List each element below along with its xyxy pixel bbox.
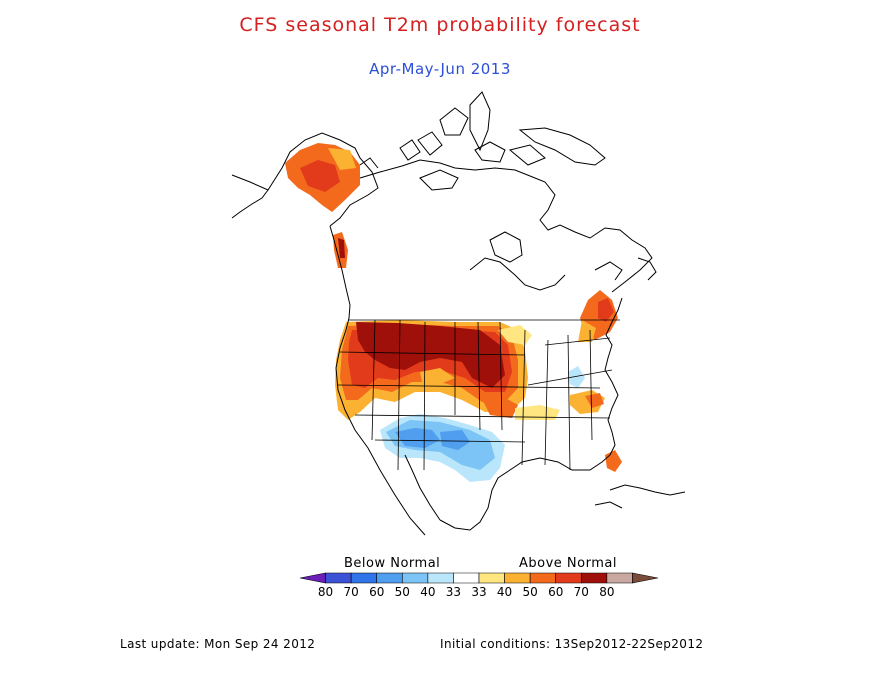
colorbar-swatch (453, 572, 480, 584)
west-coast-anomaly (333, 232, 348, 268)
colorbar-swatch (555, 572, 582, 584)
colorbar-tick-label: 80 (317, 585, 334, 599)
colorbar-swatch (606, 572, 633, 584)
colorbar-tick-label: 80 (599, 585, 615, 599)
colorbar-swatch (580, 572, 608, 584)
above-normal-label: Above Normal (519, 556, 617, 571)
colorbar-swatch (376, 572, 403, 584)
colorbar-swatch (504, 572, 531, 584)
chart-subtitle: Apr-May-Jun 2013 (369, 60, 511, 78)
coastlines (231, 91, 686, 536)
colorbar-tick-label: 70 (573, 585, 589, 599)
colorbar-swatch (427, 572, 454, 584)
below-normal-label: Below Normal (344, 556, 441, 571)
probability-colorbar (299, 572, 659, 584)
colorbar-tick-label: 50 (394, 585, 410, 599)
colorbar-tick-label: 33 (471, 585, 487, 599)
colorbar-tick-label: 70 (343, 585, 359, 599)
us-warm-anomaly (335, 320, 528, 420)
colorbar-tick-label: 33 (445, 585, 462, 599)
colorbar-tick-label: 40 (420, 585, 436, 599)
colorbar-swatch (350, 572, 378, 584)
alaska-anomaly (285, 143, 360, 212)
last-update-text: Last update: Mon Sep 24 2012 (120, 637, 316, 651)
southwest-cold-anomaly (380, 366, 585, 482)
colorbar-tick-label: 60 (369, 585, 385, 599)
colorbar-swatch (632, 572, 659, 584)
colorbar-swatch (325, 572, 352, 584)
colorbar-swatch (299, 572, 326, 584)
colorbar-tick-label: 60 (548, 585, 564, 599)
initial-conditions-text: Initial conditions: 13Sep2012-22Sep2012 (440, 637, 704, 651)
colorbar-tick-label: 40 (496, 585, 513, 599)
state-borders (337, 319, 620, 471)
east-anomaly (498, 290, 622, 472)
colorbar-swatch (401, 572, 429, 584)
colorbar-tick-label: 50 (522, 585, 538, 599)
chart-title: CFS seasonal T2m probability forecast (239, 14, 641, 36)
colorbar-swatch (478, 572, 505, 584)
colorbar-swatch (529, 572, 557, 584)
